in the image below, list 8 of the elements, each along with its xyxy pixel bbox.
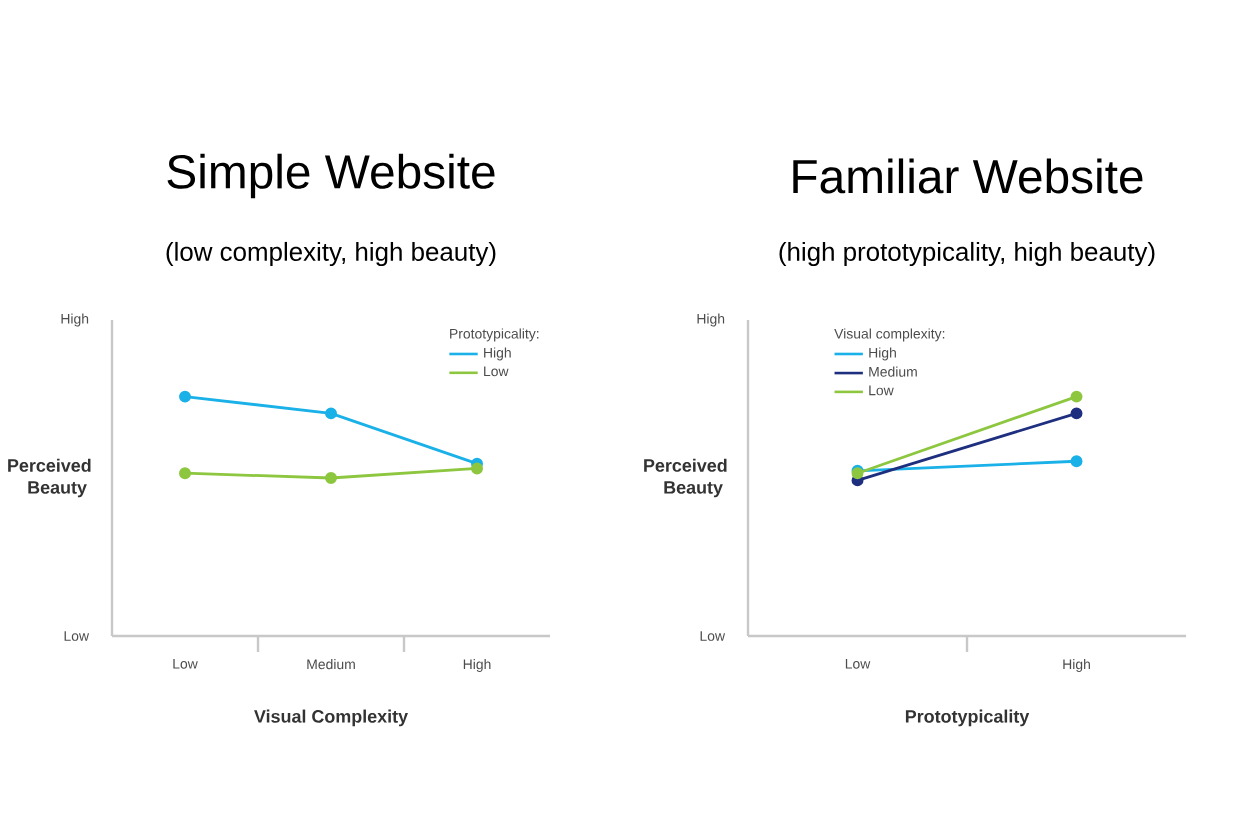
chart-subtitle: (low complexity, high beauty) <box>166 241 496 267</box>
y-axis-title: Perceived Beauty <box>644 458 727 498</box>
x-axis-title: Prototypicality <box>905 709 1030 727</box>
x-axis-title: Visual Complexity <box>254 709 408 727</box>
y-axis-title: Perceived Beauty <box>8 458 91 498</box>
chart-subtitle: (high prototypicality, high beauty) <box>779 241 1155 267</box>
chart-title: Familiar Website <box>793 158 1143 194</box>
chart-title: Simple Website <box>167 153 495 199</box>
